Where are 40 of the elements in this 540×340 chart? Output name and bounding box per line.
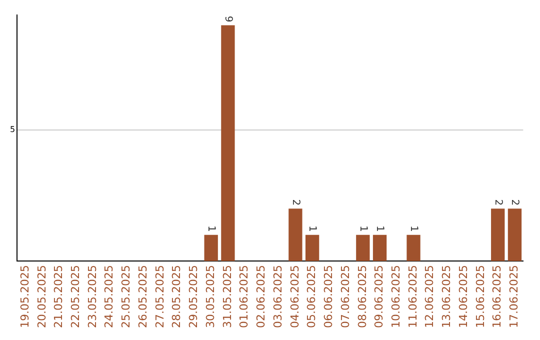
x-tick-label: 24.05.2025 [102,265,116,328]
x-tick-label: 26.05.2025 [136,265,150,328]
y-tick-label: 5 [10,125,16,134]
data-label: 2 [509,199,520,206]
x-tick-label: 13.06.2025 [440,265,454,328]
data-label: 1 [205,225,216,232]
x-tick-label: 03.06.2025 [271,265,284,328]
x-tick-label: 28.05.2025 [170,265,184,328]
x-tick-label: 15.06.2025 [474,265,487,328]
x-tick-label: 02.06.2025 [254,265,268,328]
x-tick-label: 01.06.2025 [238,265,251,328]
x-tick-label: 23.05.2025 [86,265,99,328]
x-tick-label: 22.05.2025 [68,265,82,328]
x-tick-label: 20.05.2025 [35,265,48,328]
data-label: 2 [290,199,301,206]
data-label: 2 [492,199,504,206]
x-tick-label: 10.06.2025 [390,265,403,328]
x-tick-label: 04.06.2025 [288,265,302,328]
x-tick-label: 11.06.2025 [406,265,420,328]
data-label: 1 [408,225,419,232]
x-tick-label: 16.06.2025 [490,265,504,328]
data-label: 1 [357,225,368,232]
x-tick-label: 14.06.2025 [456,265,470,328]
x-tick-label: 08.06.2025 [356,265,369,328]
x-tick-label: 30.05.2025 [204,265,217,328]
x-tick-label: 31.05.2025 [220,265,234,328]
x-tick-label: 05.06.2025 [305,265,318,328]
x-tick-label: 19.05.2025 [18,265,32,328]
data-label: 9 [222,16,234,22]
x-tick-label: 12.06.2025 [423,265,436,328]
x-tick-label: 27.05.2025 [153,265,166,328]
data-label: 1 [374,225,386,232]
x-tick-label: 17.06.2025 [508,265,521,328]
data-label: 1 [306,225,318,232]
x-tick-label: 07.06.2025 [338,265,352,328]
x-tick-label: 06.06.2025 [322,265,336,328]
x-tick-label: 09.06.2025 [372,265,386,328]
x-tick-label: 29.05.2025 [187,265,200,328]
x-tick-label: 25.05.2025 [120,265,133,328]
x-tick-label: 21.05.2025 [52,265,66,328]
